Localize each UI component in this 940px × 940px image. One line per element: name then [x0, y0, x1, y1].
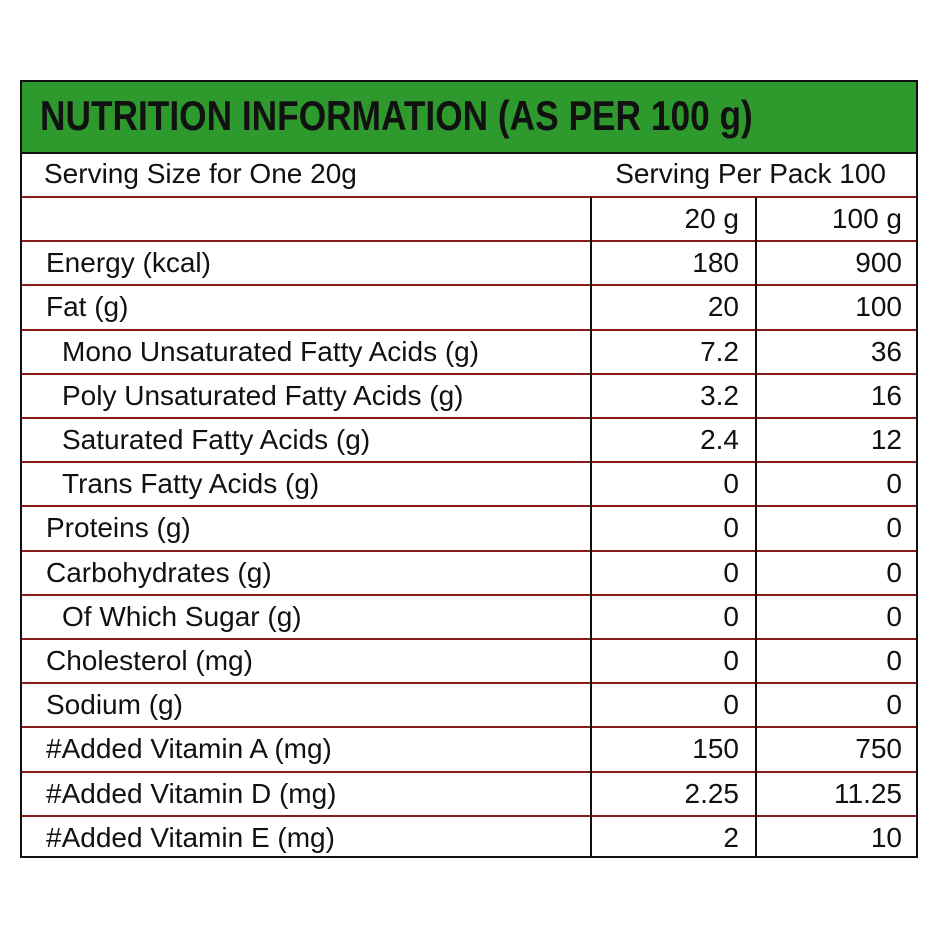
nutrition-table: NUTRITION INFORMATION (AS PER 100 g) Ser…	[20, 80, 918, 858]
serving-size: Serving Size for One 20g	[44, 158, 357, 189]
row-line	[22, 814, 916, 817]
row-label: #Added Vitamin D (mg)	[46, 777, 337, 809]
column-line	[590, 197, 592, 856]
row-value: 11.25	[834, 777, 902, 809]
row-value: 16	[870, 379, 902, 411]
row-value: 150	[692, 733, 739, 765]
row-line	[22, 461, 916, 464]
row-line	[22, 593, 916, 596]
row-value: 36	[870, 335, 902, 367]
row-value: 2	[723, 821, 739, 853]
row-value: 100	[855, 291, 902, 323]
row-line	[22, 284, 916, 287]
row-value: 0	[723, 556, 739, 588]
row-label: Cholesterol (mg)	[46, 645, 253, 676]
row-line	[22, 638, 916, 640]
row-value: 0	[886, 512, 902, 544]
row-label: Energy (kcal)	[46, 247, 211, 279]
column-line	[755, 197, 757, 856]
row-label: Fat (g)	[46, 291, 129, 323]
row-value: 0	[723, 689, 739, 721]
row-line	[22, 505, 916, 508]
row-line	[22, 682, 916, 685]
row-line	[22, 726, 916, 729]
row-line	[22, 372, 916, 375]
row-value: 0	[886, 468, 902, 500]
row-line	[22, 417, 916, 419]
row-label: Carbohydrates (g)	[46, 556, 272, 588]
row-line	[22, 196, 916, 198]
row-label: Sodium (g)	[46, 689, 183, 721]
row-value: 750	[855, 733, 902, 765]
row-value: 180	[692, 247, 739, 279]
row-label: Mono Unsaturated Fatty Acids (g)	[62, 335, 480, 367]
row-label: Trans Fatty Acids (g)	[62, 468, 320, 500]
row-value: 2.4	[700, 424, 739, 455]
row-value: 0	[723, 645, 739, 676]
row-value: 7.2	[700, 335, 739, 367]
title-bar: NUTRITION INFORMATION (AS PER 100 g)	[22, 82, 916, 154]
row-value: 10	[870, 821, 902, 853]
row-line	[22, 549, 916, 552]
row-value: 0	[723, 600, 739, 632]
row-label: Poly Unsaturated Fatty Acids (g)	[62, 379, 464, 411]
row-label: Of Which Sugar (g)	[62, 600, 302, 632]
row-value: 0	[886, 689, 902, 721]
row-value: 20	[707, 291, 739, 323]
serving-per-pack: Serving Per Pack 100	[615, 158, 886, 189]
row-value: 12	[870, 424, 902, 455]
row-value: 2.25	[684, 777, 740, 809]
row-value: 0	[886, 600, 902, 632]
row-value: 3.2	[700, 379, 739, 411]
row-line	[22, 770, 916, 773]
row-value: 900	[855, 247, 902, 279]
row-label: #Added Vitamin E (mg)	[46, 821, 335, 853]
row-label: Saturated Fatty Acids (g)	[62, 424, 371, 455]
row-value: 0	[723, 468, 739, 500]
column-header: 100 g	[831, 203, 902, 234]
column-header: 20 g	[684, 203, 740, 234]
row-line	[22, 240, 916, 243]
row-line	[22, 328, 916, 331]
row-label: #Added Vitamin A (mg)	[46, 733, 332, 765]
title: NUTRITION INFORMATION (AS PER 100 g)	[40, 92, 753, 139]
row-label: Proteins (g)	[46, 512, 191, 544]
row-value: 0	[723, 512, 739, 544]
row-value: 0	[886, 556, 902, 588]
row-value: 0	[886, 645, 902, 676]
